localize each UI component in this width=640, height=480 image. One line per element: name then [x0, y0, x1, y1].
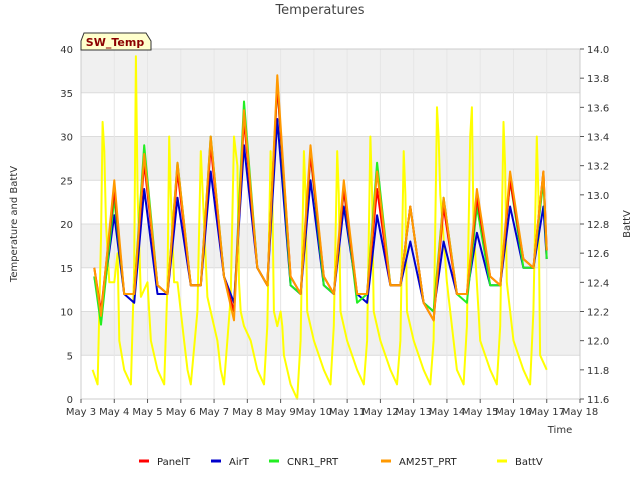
x-tick-label: May 10 [296, 407, 333, 418]
chart-title: Temperatures [274, 3, 364, 18]
legend-item-panelt: PanelT [139, 457, 191, 468]
badge-box [80, 32, 152, 51]
sw-temp-badge: SW_Temp [80, 32, 152, 51]
y2-tick-label: 14.0 [587, 45, 609, 56]
legend-label: PanelT [157, 457, 191, 468]
series-line-am25t_prt [93, 74, 548, 322]
band [81, 224, 580, 268]
y2-axis-title: BattV [622, 210, 633, 238]
band [81, 136, 580, 181]
legend-label: AirT [229, 457, 250, 468]
y-tick-label: 20 [60, 220, 73, 231]
y-tick-label: 30 [60, 133, 73, 144]
x-tick-label: May 8 [232, 407, 262, 418]
legend-item-am25t_prt: AM25T_PRT [381, 457, 458, 468]
x-tick-label: May 15 [462, 407, 499, 418]
y2-tick-label: 11.8 [587, 366, 609, 377]
y2-tick-label: 12.2 [587, 308, 609, 319]
x-tick-label: May 11 [329, 407, 366, 418]
axes: 0 5 10 15 20 25 30 35 40 11.6 11.8 12.0 12.2 12.4 12.6… [60, 45, 609, 418]
legend: PanelT AirT CNR1_PRT AM25T_PRT BattV [139, 457, 543, 468]
y-axis-title: Temperature and BattV [9, 166, 20, 283]
y2-tick-label: 12.4 [587, 278, 609, 289]
legend-label: CNR1_PRT [287, 457, 339, 468]
x-tick-label: May 17 [528, 407, 565, 418]
x-tick-label: May 9 [265, 407, 295, 418]
y2-tick-label: 13.8 [587, 74, 609, 85]
x-tick-label: May 6 [166, 407, 196, 418]
y-tick-label: 15 [60, 264, 73, 275]
legend-label: BattV [515, 457, 543, 468]
x-tick-label: May 5 [132, 407, 162, 418]
x-axis-title: Time [547, 425, 572, 436]
legend-item-battv: BattV [497, 457, 543, 468]
y-tick-label: 40 [60, 45, 73, 56]
legend-item-airt: AirT [211, 457, 250, 468]
x-tick-label: May 3 [66, 407, 96, 418]
x-tick-label: May 7 [199, 407, 229, 418]
y-tick-label: 25 [60, 176, 73, 187]
y-tick-label: 5 [67, 351, 73, 362]
y-tick-label: 35 [60, 89, 73, 100]
y2-tick-label: 12.8 [587, 220, 609, 231]
x-tick-label: May 14 [429, 407, 466, 418]
x-tick-label: May 12 [362, 407, 399, 418]
y2-tick-label: 12.6 [587, 249, 609, 260]
x-tick-label: May 18 [562, 407, 599, 418]
legend-item-cnr1_prt: CNR1_PRT [269, 457, 339, 468]
y2-tick-label: 13.6 [587, 103, 609, 114]
band [81, 311, 580, 356]
y2-tick-label: 13.2 [587, 162, 609, 173]
legend-label: AM25T_PRT [399, 457, 458, 468]
y-tick-label: 0 [67, 395, 73, 406]
series-layer [91, 55, 548, 400]
y-tick-label: 10 [60, 308, 73, 319]
y2-tick-label: 12.0 [587, 337, 609, 348]
band [81, 49, 580, 93]
x-tick-label: May 13 [395, 407, 432, 418]
y2-tick-label: 11.6 [587, 395, 609, 406]
badge-label: SW_Temp [86, 36, 145, 49]
y2-tick-label: 13.4 [587, 133, 609, 144]
y2-tick-label: 13.0 [587, 191, 609, 202]
x-tick-label: May 16 [495, 407, 532, 418]
x-tick-label: May 4 [99, 407, 129, 418]
